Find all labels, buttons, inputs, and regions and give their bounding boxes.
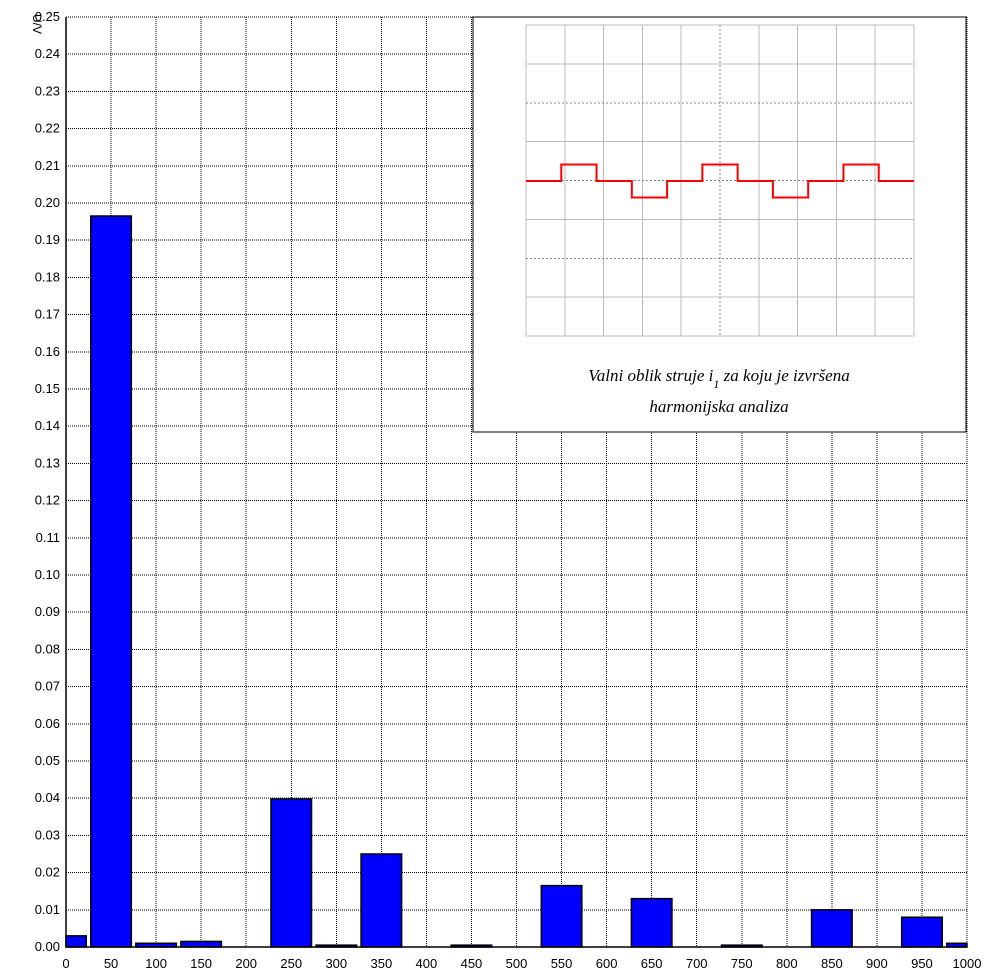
x-tick-label: 300 [325,956,347,971]
x-tick-label: 100 [145,956,167,971]
x-tick-label: 250 [280,956,302,971]
x-tick-label: 650 [641,956,663,971]
x-tick-label: 550 [551,956,573,971]
caption-suffix: za koju je izvršena [719,366,849,385]
y-tick-label: 0.08 [35,641,60,656]
y-tick-label: 0.11 [36,530,60,545]
current-waveform [526,163,914,199]
bar [900,916,943,948]
bar [65,935,88,948]
x-tick-label: 350 [370,956,392,971]
y-tick-label: 0.06 [35,716,60,731]
bar [90,215,133,948]
x-tick-label: 500 [506,956,528,971]
y-tick-label: 0.02 [35,865,60,880]
y-tick-label: 0.18 [35,269,60,284]
y-tick-label: 0.19 [35,232,60,247]
bar [180,940,223,948]
x-tick-label: 150 [190,956,212,971]
x-tick-labels: 0 50 100 150 200 250 300 350 400 450 500 550 600 650 7… [62,956,981,971]
x-tick-label: 900 [866,956,888,971]
y-tick-label: 0.05 [35,753,60,768]
x-tick-label: 450 [461,956,483,971]
x-tick-label: 200 [235,956,257,971]
bar [540,884,583,948]
y-tick-label: 0.21 [35,158,60,173]
caption-prefix: Valni oblik struje i [588,366,713,385]
y-tick-label: 0.04 [35,790,60,805]
bar [810,909,853,948]
waveform-inset: Valni oblik struje i1 za koju je izvršen… [472,16,967,433]
y-tick-label: 0.03 [35,827,60,842]
y-tick-label: 0.22 [35,121,60,136]
bar [630,897,673,948]
x-tick-label: 950 [911,956,933,971]
y-tick-label: 0.09 [35,604,60,619]
y-tick-label: 0.24 [35,46,60,61]
x-tick-label: 400 [416,956,438,971]
y-tick-label: 0.12 [35,493,60,508]
y-axis-label: U/V [30,14,44,34]
x-tick-label: 0 [62,956,69,971]
x-tick-label: 1000 [953,956,982,971]
y-tick-label: 0.10 [35,567,60,582]
y-tick-label: 0.07 [35,679,60,694]
y-tick-label: 0.14 [35,418,60,433]
y-tick-label: 0.20 [35,195,60,210]
y-tick-labels: 0.00 0.01 0.02 0.03 0.04 0.05 0.06 0.07 0.08 0.09… [35,9,60,954]
x-tick-label: 750 [731,956,753,971]
y-tick-label: 0.17 [35,307,60,322]
x-tick-label: 850 [821,956,843,971]
x-tick-label: 50 [104,956,118,971]
y-tick-label: 0.25 [35,9,60,24]
bar [270,798,313,948]
x-tick-label: 700 [686,956,708,971]
y-tick-label: 0.15 [35,381,60,396]
bar [360,853,403,948]
caption-subscript: 1 [713,377,719,391]
y-tick-label: 0.00 [35,939,60,954]
inset-caption-line1: Valni oblik struje i1 za koju je izvršen… [588,366,849,391]
x-tick-label: 600 [596,956,618,971]
inset-caption-line2: harmonijska analiza [649,397,788,416]
y-tick-label: 0.23 [35,83,60,98]
y-tick-label: 0.01 [35,902,60,917]
chart-axes [65,17,967,948]
y-tick-label: 0.13 [35,455,60,470]
bar-series [65,215,968,948]
x-tick-label: 800 [776,956,798,971]
y-tick-label: 0.16 [35,344,60,359]
